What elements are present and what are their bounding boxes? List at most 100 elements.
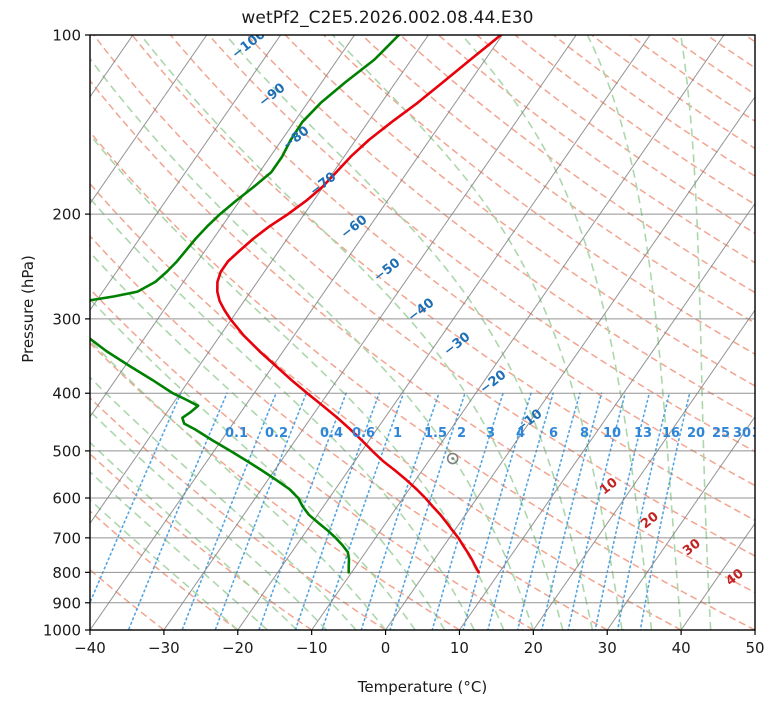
mixing-ratio-line xyxy=(360,392,440,630)
page-title: wetPf2_C2E5.2026.002.08.44.E30 xyxy=(241,8,534,28)
isotherm-line xyxy=(311,35,725,630)
isotherm-line xyxy=(90,35,355,418)
dry-adiabat-line xyxy=(90,568,165,630)
moist-adiabat-line xyxy=(90,57,535,630)
x-tick-label: 20 xyxy=(524,639,543,657)
mixing-ratio-line xyxy=(258,392,347,630)
dry-adiabat-line xyxy=(90,341,460,630)
dry-adiabat-line xyxy=(758,0,775,630)
x-tick-label: −40 xyxy=(74,639,106,657)
isotherm-line xyxy=(0,35,59,630)
moist-adiabat-line xyxy=(224,35,594,630)
moist-adiabat-line xyxy=(90,298,416,630)
mixing-ratio-line xyxy=(594,392,651,630)
isotherm-line xyxy=(606,415,755,630)
temperature-curve xyxy=(216,35,503,574)
moist-adiabat-line xyxy=(331,35,623,630)
mixing-ratio-label: 2 xyxy=(457,426,466,441)
dry-adiabat-line xyxy=(90,396,386,630)
mixing-ratio-line xyxy=(516,392,581,630)
isotherm-line xyxy=(754,629,755,630)
y-tick-label: 300 xyxy=(52,310,81,328)
dry-adiabat-line xyxy=(90,130,755,630)
plot-border xyxy=(89,34,756,631)
isotherm-line xyxy=(459,202,755,630)
sounding-curves-group xyxy=(90,35,503,574)
mixing-ratio-label: 1 xyxy=(393,426,402,441)
moist-adiabat-line xyxy=(90,251,446,630)
mixing-ratio-line xyxy=(639,392,691,630)
isotherm-line xyxy=(680,522,755,630)
isotherm-line xyxy=(90,35,503,630)
y-tick-label: 200 xyxy=(52,206,81,224)
moist-adiabat-line xyxy=(90,339,387,630)
dry-adiabat-line xyxy=(399,35,755,294)
dry-adiabat-line xyxy=(90,182,682,630)
y-tick-label: 100 xyxy=(52,27,81,45)
mixing-ratio-label: 6 xyxy=(549,426,558,441)
isotherms-group xyxy=(0,35,755,630)
lcl-marker xyxy=(446,452,459,465)
mixing-ratio-label: 8 xyxy=(580,426,589,441)
mixing-ratio-label: 30 xyxy=(733,426,751,441)
mixing-ratio-label: 20 xyxy=(687,426,705,441)
moist-adiabat-line xyxy=(90,376,357,630)
dewpoint-curve xyxy=(90,35,401,574)
moist-adiabat-line xyxy=(586,35,682,630)
plot-background xyxy=(90,35,755,630)
dry-adiabat-line xyxy=(322,35,755,356)
mixing-ratio-label: 16 xyxy=(662,426,680,441)
mixing-ratio-line xyxy=(567,392,627,630)
mixing-ratio-line xyxy=(431,392,504,630)
x-tick-label: −20 xyxy=(222,639,254,657)
isotherm-line xyxy=(90,35,208,205)
mixing-ratio-label: 25 xyxy=(712,426,730,441)
mixing-ratio-label: 0.6 xyxy=(352,426,375,441)
y-tick-label: 400 xyxy=(52,385,81,403)
isotherm-line xyxy=(237,35,651,630)
mixing-ratio-line xyxy=(294,392,381,630)
mixing-ratio-label: 3 xyxy=(486,426,495,441)
moist-adiabat-line xyxy=(90,470,268,630)
dry-adiabat-line xyxy=(360,35,755,324)
x-tick-label: −10 xyxy=(296,639,328,657)
y-tick-label: 900 xyxy=(52,594,81,612)
dry-adiabat-line xyxy=(131,35,755,522)
y-tick-label: 1000 xyxy=(43,622,81,640)
x-tick-label: 30 xyxy=(598,639,617,657)
x-tick-label: 50 xyxy=(745,639,764,657)
isotherm-line xyxy=(532,309,755,630)
moist-adiabats-group xyxy=(90,35,712,630)
mixing-ratio-line xyxy=(487,392,554,630)
isotherm-line xyxy=(90,35,282,311)
mixing-ratio-label: 4 xyxy=(516,426,525,441)
x-tick-label: 10 xyxy=(450,639,469,657)
mixing-ratio-labels-group: 0.1 0.2 0.4 0.6 1 1.5 2 3 4 6 8 10 13 16 20 25 30 36 xyxy=(225,426,755,441)
mixing-ratio-line xyxy=(321,392,405,630)
mixing-ratio-line xyxy=(540,392,603,630)
mixing-ratio-line xyxy=(389,392,466,630)
mixing-ratio-label: 1.5 xyxy=(424,426,447,441)
moist-adiabat-line xyxy=(679,35,712,630)
mixing-ratio-lines-group xyxy=(90,392,691,630)
x-tick-label: 40 xyxy=(672,639,691,657)
dry-adiabat-line xyxy=(437,35,755,264)
isotherm-line xyxy=(163,35,577,630)
markers-group xyxy=(446,452,459,465)
dry-adiabat-line xyxy=(169,35,755,487)
y-tick-label: 700 xyxy=(52,529,81,547)
mixing-ratio-label: 13 xyxy=(634,426,652,441)
y-tick-label: 600 xyxy=(52,490,81,508)
moist-adiabat-line xyxy=(90,441,298,630)
dry-adiabat-line xyxy=(90,452,313,630)
mixing-ratio-label: 10 xyxy=(603,426,621,441)
dry-adiabat-line xyxy=(90,510,239,630)
x-axis-label: Temperature (°C) xyxy=(357,678,488,696)
isotherm-line xyxy=(90,35,429,525)
moist-adiabat-line xyxy=(90,410,328,630)
mixing-ratio-line xyxy=(462,392,532,630)
x-tick-label: −30 xyxy=(148,639,180,657)
